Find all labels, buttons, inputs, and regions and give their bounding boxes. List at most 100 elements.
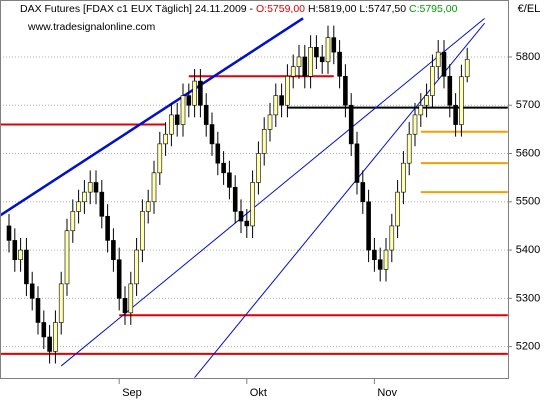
- candle-body: [163, 133, 168, 145]
- candle-body: [348, 104, 354, 145]
- watermark: www.tradesignalonline.com: [27, 21, 155, 33]
- candle-body: [6, 225, 12, 241]
- candle-body: [302, 56, 308, 77]
- candle-body: [157, 143, 163, 174]
- candle-body: [430, 66, 435, 96]
- candle-body: [372, 249, 377, 261]
- candle-body: [12, 240, 18, 261]
- y-tick-label: 5800: [516, 51, 540, 63]
- y-tick-label: 5600: [516, 147, 540, 159]
- candle-body: [273, 95, 279, 116]
- candle-body: [47, 336, 52, 352]
- candle-body: [308, 47, 313, 77]
- y-tick-label: 5300: [516, 292, 540, 304]
- x-tick-label: Okt: [250, 387, 267, 399]
- candle-body: [256, 153, 261, 183]
- candle-body: [261, 129, 267, 154]
- candle-body: [395, 191, 400, 227]
- candle-body: [424, 95, 429, 106]
- trend-line: [1, 17, 304, 217]
- candle-body: [383, 249, 389, 270]
- candle-body: [99, 191, 105, 217]
- candle-body: [87, 182, 93, 193]
- candle-body: [180, 95, 186, 125]
- y-tick-label: 5500: [516, 196, 540, 208]
- x-tick-label: Nov: [377, 387, 397, 399]
- candle-body: [343, 75, 348, 106]
- candle-body: [128, 283, 134, 314]
- candle-body: [435, 51, 441, 67]
- plot: [1, 17, 508, 378]
- candle-body: [238, 211, 244, 222]
- candle-body: [209, 124, 215, 145]
- open-label: O:5759,00: [256, 3, 305, 15]
- candle-body: [319, 56, 325, 63]
- high-label: H:5819,00: [308, 3, 357, 15]
- candle-body: [412, 114, 418, 135]
- candle-body: [169, 114, 174, 135]
- candle-body: [76, 201, 81, 212]
- candle-body: [198, 80, 203, 106]
- candle-body: [406, 133, 412, 164]
- candle-body: [296, 56, 302, 67]
- candle-body: [203, 104, 209, 125]
- y-tick-label: 5400: [516, 244, 540, 256]
- candle-body: [151, 172, 157, 203]
- candle-body: [244, 220, 250, 227]
- y-tick-label: 5700: [516, 99, 540, 111]
- candle-body: [314, 47, 319, 58]
- candle-body: [279, 95, 284, 106]
- low-label: L:5747,50: [359, 3, 406, 15]
- candle-body: [459, 76, 464, 125]
- candle-body: [18, 249, 23, 261]
- candle-body: [360, 182, 366, 203]
- title-text: DAX Futures [FDAX c1 EUX Täglich] 24.11.…: [20, 3, 254, 15]
- x-tick-label: Sep: [122, 387, 142, 399]
- candle-body: [267, 114, 273, 130]
- candle-body: [325, 37, 331, 63]
- candle-body: [174, 114, 180, 125]
- candle-body: [145, 201, 151, 212]
- candle-body: [82, 191, 87, 203]
- candle-body: [337, 51, 342, 77]
- candle-body: [140, 211, 145, 251]
- candle-body: [221, 162, 226, 174]
- candle-body: [215, 143, 221, 164]
- trend-line: [194, 22, 485, 378]
- candle-body: [290, 66, 296, 77]
- close-label: C:5795,00: [409, 3, 458, 15]
- candle-body: [377, 259, 383, 270]
- candle-body: [285, 75, 290, 106]
- candle-body: [24, 249, 29, 285]
- candle-body: [331, 37, 337, 53]
- candle-body: [227, 172, 232, 188]
- candle-body: [418, 104, 424, 116]
- candle-body: [401, 162, 406, 193]
- candle-body: [41, 322, 47, 338]
- candle-body: [58, 283, 64, 323]
- candle-body: [250, 182, 255, 227]
- candle-body: [232, 187, 238, 212]
- candle-body: [192, 80, 197, 106]
- candle-body: [134, 249, 139, 285]
- candle-body: [447, 75, 453, 106]
- candle-body: [35, 298, 41, 323]
- candle-body: [122, 298, 128, 314]
- candle-body: [366, 201, 371, 251]
- candle-body: [105, 215, 110, 241]
- axes: 5200 5300 5400 5500 5600 5700 5800 Sep Okt Nov: [118, 51, 540, 399]
- candle-body: [464, 59, 470, 78]
- candle-body: [453, 104, 458, 125]
- candle-body: [70, 211, 76, 232]
- candle-body: [389, 225, 395, 251]
- candle-body: [93, 182, 99, 193]
- candle-body: [29, 283, 35, 299]
- candle-body: [441, 51, 447, 77]
- unit-label: €/EL: [518, 3, 541, 15]
- chart-title: DAX Futures [FDAX c1 EUX Täglich] 24.11.…: [20, 3, 458, 15]
- candle-body: [53, 322, 58, 352]
- candle-body: [111, 240, 116, 261]
- candle-body: [116, 259, 122, 299]
